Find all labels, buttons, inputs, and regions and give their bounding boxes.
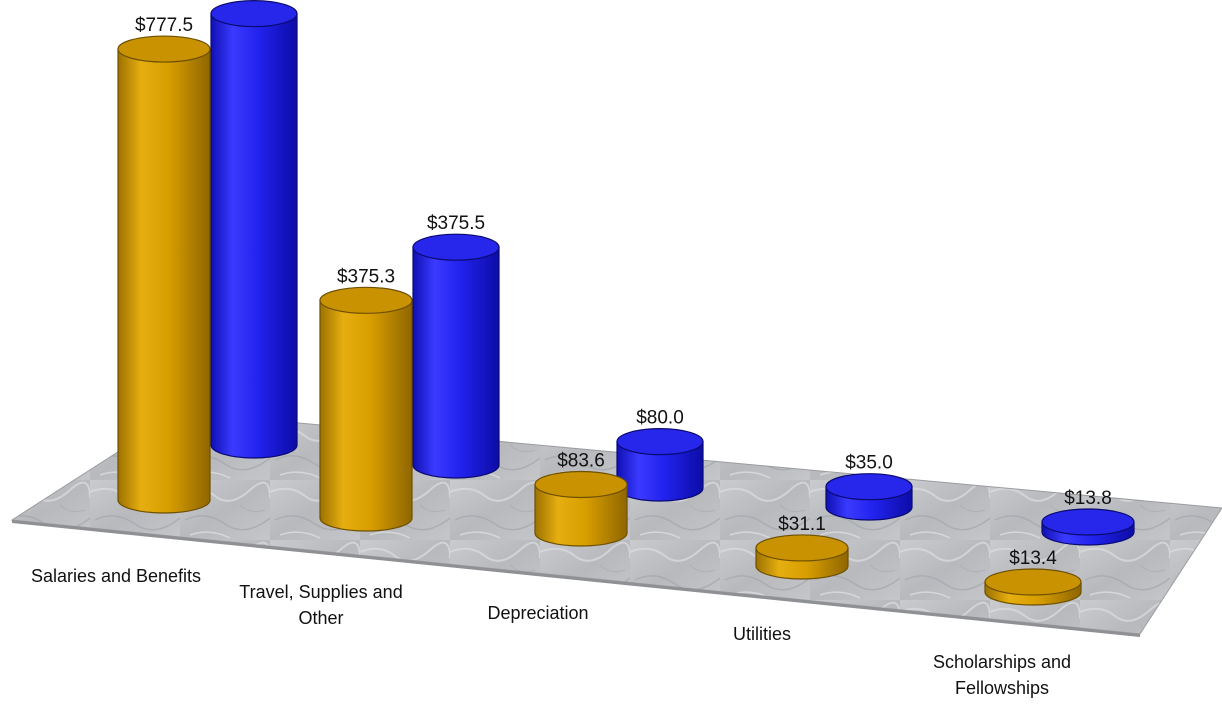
bar-top xyxy=(117,35,211,63)
bar-series-a-2 xyxy=(534,470,628,547)
bar-top xyxy=(984,568,1082,596)
bar-top xyxy=(534,470,628,499)
bar-series-b-1 xyxy=(412,233,500,479)
bar-series-b-0 xyxy=(210,0,298,459)
value-label: $13.4 xyxy=(1009,548,1057,569)
bar-top xyxy=(825,473,913,501)
value-label: $31.1 xyxy=(778,514,826,535)
bar-top xyxy=(210,0,298,28)
bar-top xyxy=(1041,508,1135,536)
bar-series-b-2 xyxy=(616,428,704,502)
bar-top xyxy=(412,233,500,261)
bars-layer xyxy=(117,0,1135,606)
bar-series-a-4 xyxy=(984,568,1082,606)
bar-body xyxy=(412,246,500,479)
value-label: $83.6 xyxy=(557,451,605,472)
bar-series-b-3 xyxy=(825,473,913,521)
bar-top xyxy=(755,534,849,562)
category-label: Travel, Supplies and Other xyxy=(239,582,402,628)
category-label: Depreciation xyxy=(487,603,588,623)
bar-top xyxy=(616,428,704,456)
value-label: $35.0 xyxy=(845,453,893,474)
value-label: $375.3 xyxy=(337,266,395,287)
category-labels-layer: Salaries and Benefits Travel, Supplies an… xyxy=(31,566,1071,698)
value-labels-layer: $743.7 $777.5 $375.5 $375.3 $80.0 $83.6 $35.0 $… xyxy=(135,0,1112,569)
bar-body xyxy=(534,483,628,547)
category-label: Scholarships and Fellowships xyxy=(933,652,1071,698)
value-label: $777.5 xyxy=(135,15,193,36)
bar-top xyxy=(319,286,413,314)
bar-series-a-0 xyxy=(117,35,211,514)
bar-body xyxy=(117,48,211,514)
bar-body xyxy=(319,299,413,532)
category-label: Salaries and Benefits xyxy=(31,566,201,586)
value-label: $80.0 xyxy=(636,408,684,429)
category-label: Utilities xyxy=(733,624,791,644)
bar-body xyxy=(210,13,298,459)
chart-floor-edge xyxy=(12,520,1140,637)
value-label: $743.7 xyxy=(225,0,283,1)
bar-series-a-3 xyxy=(755,534,849,580)
value-label: $13.8 xyxy=(1064,488,1112,509)
value-label: $375.5 xyxy=(427,213,485,234)
bar-series-b-4 xyxy=(1041,508,1135,546)
bar-series-a-1 xyxy=(319,286,413,532)
